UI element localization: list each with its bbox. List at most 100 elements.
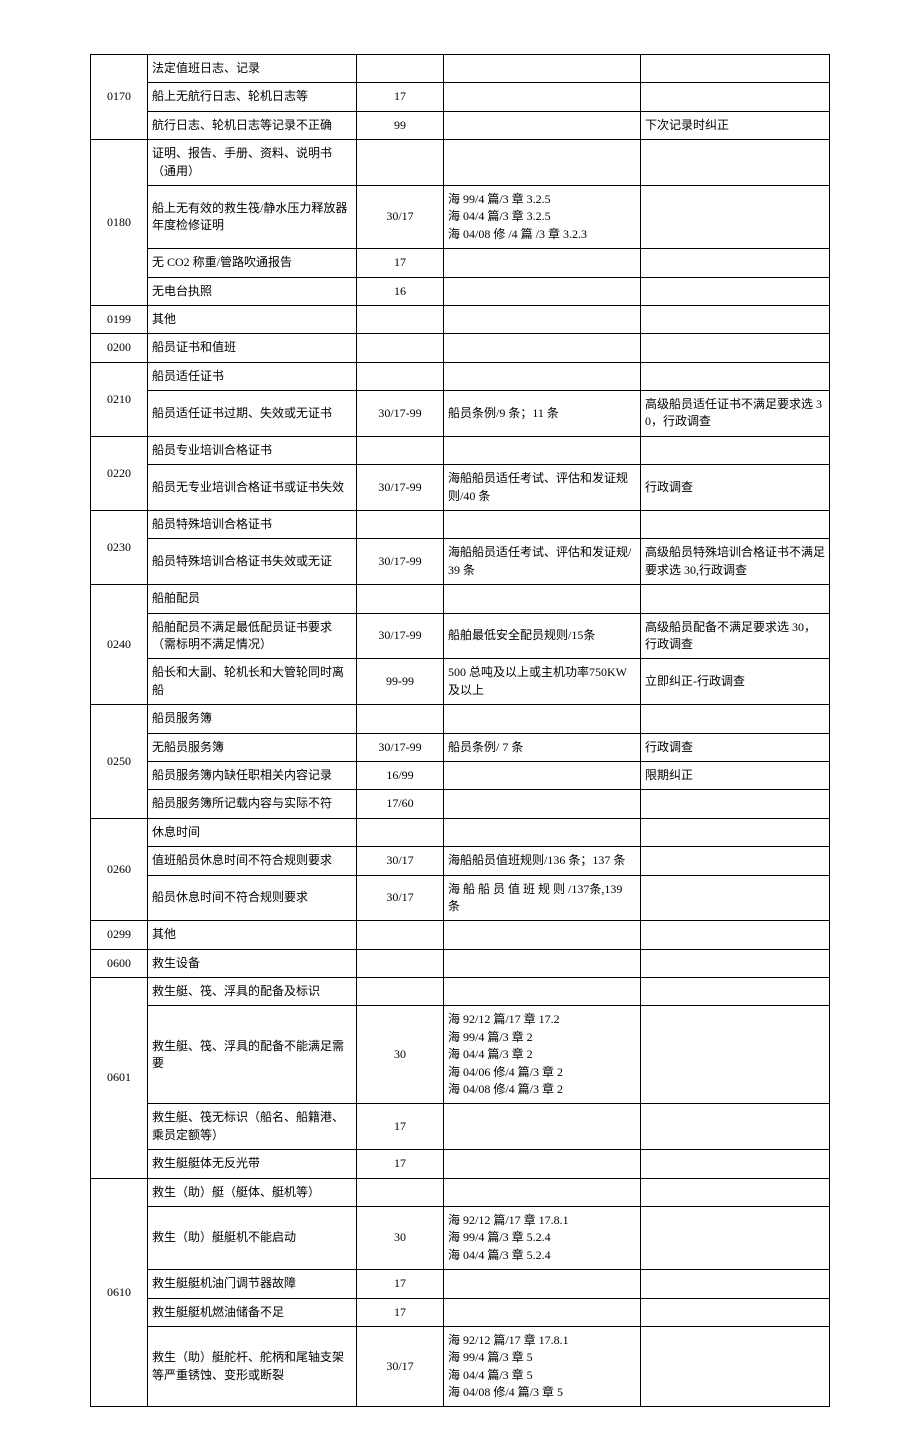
ref-cell (444, 436, 641, 464)
note-cell (641, 1270, 830, 1298)
code-cell: 0170 (91, 55, 148, 140)
note-cell (641, 847, 830, 875)
desc-cell: 航行日志、轮机日志等记录不正确 (148, 111, 357, 139)
ref-cell: 海 92/12 篇/17 章 17.8.1海 99/4 篇/3 章 5海 04/… (444, 1326, 641, 1407)
table-row: 救生（助）艇艇机不能启动30海 92/12 篇/17 章 17.8.1海 99/… (91, 1206, 830, 1269)
desc-cell: 船上无有效的救生筏/静水压力释放器年度检修证明 (148, 185, 357, 248)
desc-cell: 无 CO2 称重/管路吹通报告 (148, 249, 357, 277)
table-row: 0220船员专业培训合格证书 (91, 436, 830, 464)
desc-cell: 船员适任证书 (148, 362, 357, 390)
code-cell: 0299 (91, 921, 148, 949)
value-cell: 30 (357, 1206, 444, 1269)
value-cell: 17/60 (357, 790, 444, 818)
ref-cell (444, 305, 641, 333)
note-cell: 立即纠正-行政调查 (641, 659, 830, 705)
table-row: 0600救生设备 (91, 949, 830, 977)
desc-cell: 船员特殊培训合格证书失效或无证 (148, 539, 357, 585)
table-row: 0230船员特殊培训合格证书 (91, 511, 830, 539)
ref-cell: 海 92/12 篇/17 章 17.8.1海 99/4 篇/3 章 5.2.4海… (444, 1206, 641, 1269)
ref-cell (444, 1270, 641, 1298)
note-cell (641, 921, 830, 949)
note-cell: 行政调查 (641, 733, 830, 761)
value-cell (357, 334, 444, 362)
value-cell (357, 55, 444, 83)
ref-cell (444, 1104, 641, 1150)
value-cell: 99-99 (357, 659, 444, 705)
note-cell (641, 978, 830, 1006)
code-cell: 0199 (91, 305, 148, 333)
ref-cell: 船舶最低安全配员规则/15条 (444, 613, 641, 659)
table-row: 船员适任证书过期、失效或无证书30/17-99船员条例/9 条；11 条高级船员… (91, 391, 830, 437)
ref-cell (444, 249, 641, 277)
code-cell: 0210 (91, 362, 148, 436)
code-cell: 0200 (91, 334, 148, 362)
desc-cell: 船员服务簿所记载内容与实际不符 (148, 790, 357, 818)
value-cell (357, 949, 444, 977)
table-row: 救生艇艇机燃油储备不足17 (91, 1298, 830, 1326)
note-cell (641, 949, 830, 977)
ref-cell (444, 277, 641, 305)
desc-cell: 救生艇艇机燃油储备不足 (148, 1298, 357, 1326)
value-cell (357, 511, 444, 539)
table-row: 无船员服务簿30/17-99船员条例/ 7 条行政调查 (91, 733, 830, 761)
table-row: 救生艇艇机油门调节器故障17 (91, 1270, 830, 1298)
code-cell: 0601 (91, 978, 148, 1179)
ref-cell (444, 1298, 641, 1326)
desc-cell: 救生艇、筏无标识（船名、船籍港、乘员定额等） (148, 1104, 357, 1150)
note-cell (641, 185, 830, 248)
desc-cell: 船员无专业培训合格证书或证书失效 (148, 465, 357, 511)
desc-cell: 救生（助）艇（艇体、艇机等） (148, 1178, 357, 1206)
desc-cell: 其他 (148, 305, 357, 333)
code-cell: 0600 (91, 949, 148, 977)
table-row: 0180证明、报告、手册、资料、说明书（通用） (91, 140, 830, 186)
table-row: 船上无有效的救生筏/静水压力释放器年度检修证明30/17海 99/4 篇/3 章… (91, 185, 830, 248)
note-cell (641, 1298, 830, 1326)
value-cell (357, 978, 444, 1006)
value-cell (357, 921, 444, 949)
desc-cell: 救生艇艇体无反光带 (148, 1150, 357, 1178)
desc-cell: 船上无航行日志、轮机日志等 (148, 83, 357, 111)
ref-cell (444, 511, 641, 539)
ref-cell (444, 111, 641, 139)
ref-cell (444, 761, 641, 789)
desc-cell: 船舶配员 (148, 585, 357, 613)
code-cell: 0180 (91, 140, 148, 306)
code-cell: 0250 (91, 705, 148, 819)
value-cell: 30/17 (357, 847, 444, 875)
note-cell (641, 511, 830, 539)
note-cell (641, 1206, 830, 1269)
desc-cell: 无船员服务簿 (148, 733, 357, 761)
value-cell: 17 (357, 1150, 444, 1178)
table-row: 船员服务簿内缺任职相关内容记录16/99限期纠正 (91, 761, 830, 789)
note-cell: 高级船员特殊培训合格证书不满足要求选 30,行政调查 (641, 539, 830, 585)
desc-cell: 值班船员休息时间不符合规则要求 (148, 847, 357, 875)
note-cell: 行政调查 (641, 465, 830, 511)
note-cell (641, 305, 830, 333)
table-row: 船员服务簿所记载内容与实际不符17/60 (91, 790, 830, 818)
desc-cell: 救生艇艇机油门调节器故障 (148, 1270, 357, 1298)
value-cell (357, 1178, 444, 1206)
code-cell: 0220 (91, 436, 148, 510)
table-row: 船员特殊培训合格证书失效或无证30/17-99海船船员适任考试、评估和发证规/3… (91, 539, 830, 585)
note-cell: 下次记录时纠正 (641, 111, 830, 139)
note-cell (641, 1178, 830, 1206)
note-cell (641, 83, 830, 111)
value-cell: 17 (357, 1104, 444, 1150)
ref-cell: 海船船员值班规则/136 条；137 条 (444, 847, 641, 875)
ref-cell: 海 92/12 篇/17 章 17.2海 99/4 篇/3 章 2海 04/4 … (444, 1006, 641, 1104)
ref-cell (444, 921, 641, 949)
code-cell: 0610 (91, 1178, 148, 1407)
value-cell (357, 818, 444, 846)
table-row: 船舶配员不满足最低配员证书要求（需标明不满足情况）30/17-99船舶最低安全配… (91, 613, 830, 659)
desc-cell: 法定值班日志、记录 (148, 55, 357, 83)
value-cell: 30/17 (357, 875, 444, 921)
desc-cell: 船员适任证书过期、失效或无证书 (148, 391, 357, 437)
value-cell (357, 305, 444, 333)
note-cell (641, 55, 830, 83)
ref-cell (444, 334, 641, 362)
value-cell: 30 (357, 1006, 444, 1104)
note-cell (641, 362, 830, 390)
value-cell: 30/17-99 (357, 613, 444, 659)
table-row: 船上无航行日志、轮机日志等17 (91, 83, 830, 111)
desc-cell: 证明、报告、手册、资料、说明书（通用） (148, 140, 357, 186)
